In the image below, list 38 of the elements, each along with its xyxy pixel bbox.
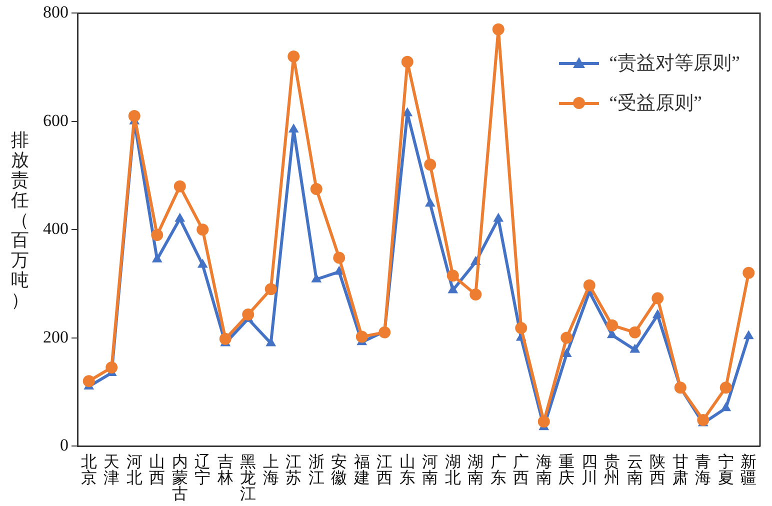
text: 排放责任（百万吨） bbox=[11, 130, 29, 310]
x-tick-label: 天津 bbox=[104, 454, 120, 488]
x-tick-label: 浙江 bbox=[308, 453, 324, 488]
x-tick-label: 河南 bbox=[422, 454, 438, 488]
x-tick-label: 陕西 bbox=[650, 454, 666, 488]
x-tick-label: 江西 bbox=[376, 454, 393, 488]
x-tick-label: 海南 bbox=[536, 454, 552, 488]
legend-label: “责益对等原则” bbox=[609, 52, 740, 76]
x-tick-label: 吉林 bbox=[216, 453, 234, 488]
x-tick-label: 山东 bbox=[399, 453, 416, 488]
x-tick-label: 甘肃 bbox=[672, 453, 688, 488]
y-tick-label: 800 bbox=[43, 2, 68, 22]
legend-label: “受益原则” bbox=[609, 92, 702, 116]
x-tick-label: 北京 bbox=[80, 453, 97, 488]
x-tick-label: 青海 bbox=[695, 453, 712, 488]
x-tick-label: 安徽 bbox=[331, 453, 348, 488]
y-tick-label: 600 bbox=[43, 110, 68, 130]
x-tick-label: 黑龙江 bbox=[240, 454, 256, 504]
x-tick-label: 广东 bbox=[490, 453, 506, 488]
x-tick-label: 广西 bbox=[513, 453, 530, 488]
x-tick-label: 上海 bbox=[262, 453, 279, 488]
x-tick-label: 重庆 bbox=[558, 453, 575, 488]
x-tick-label: 内蒙古 bbox=[172, 453, 188, 504]
x-tick-label: 湖南 bbox=[468, 453, 484, 488]
x-tick-label: 福建 bbox=[352, 453, 370, 488]
x-tick-label: 四川 bbox=[581, 454, 598, 488]
y-tick-label: 0 bbox=[60, 435, 68, 454]
x-tick-label: 新疆 bbox=[740, 453, 757, 488]
x-tick-label: 云南 bbox=[626, 454, 643, 488]
x-tick-label: 山西 bbox=[149, 453, 166, 488]
x-tick-label: 贵州 bbox=[604, 453, 620, 488]
y-tick-label: 400 bbox=[43, 219, 68, 238]
x-tick-label: 辽宁 bbox=[194, 453, 211, 488]
x-tick-label: 宁夏 bbox=[718, 453, 734, 488]
y-tick-label: 200 bbox=[43, 327, 68, 346]
x-tick-label: 湖北 bbox=[444, 453, 461, 488]
x-tick-label: 河北 bbox=[126, 454, 142, 488]
x-tick-label: 江苏 bbox=[286, 454, 302, 488]
